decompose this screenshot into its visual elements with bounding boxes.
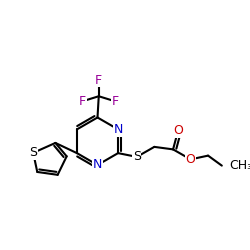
Text: O: O — [173, 124, 183, 137]
Text: S: S — [133, 150, 141, 164]
Text: CH₃: CH₃ — [229, 159, 250, 172]
Text: F: F — [95, 74, 102, 86]
Text: F: F — [79, 95, 86, 108]
Text: N: N — [114, 123, 123, 136]
Text: N: N — [93, 158, 102, 172]
Text: F: F — [112, 95, 118, 108]
Text: S: S — [29, 146, 37, 159]
Text: O: O — [186, 153, 196, 166]
